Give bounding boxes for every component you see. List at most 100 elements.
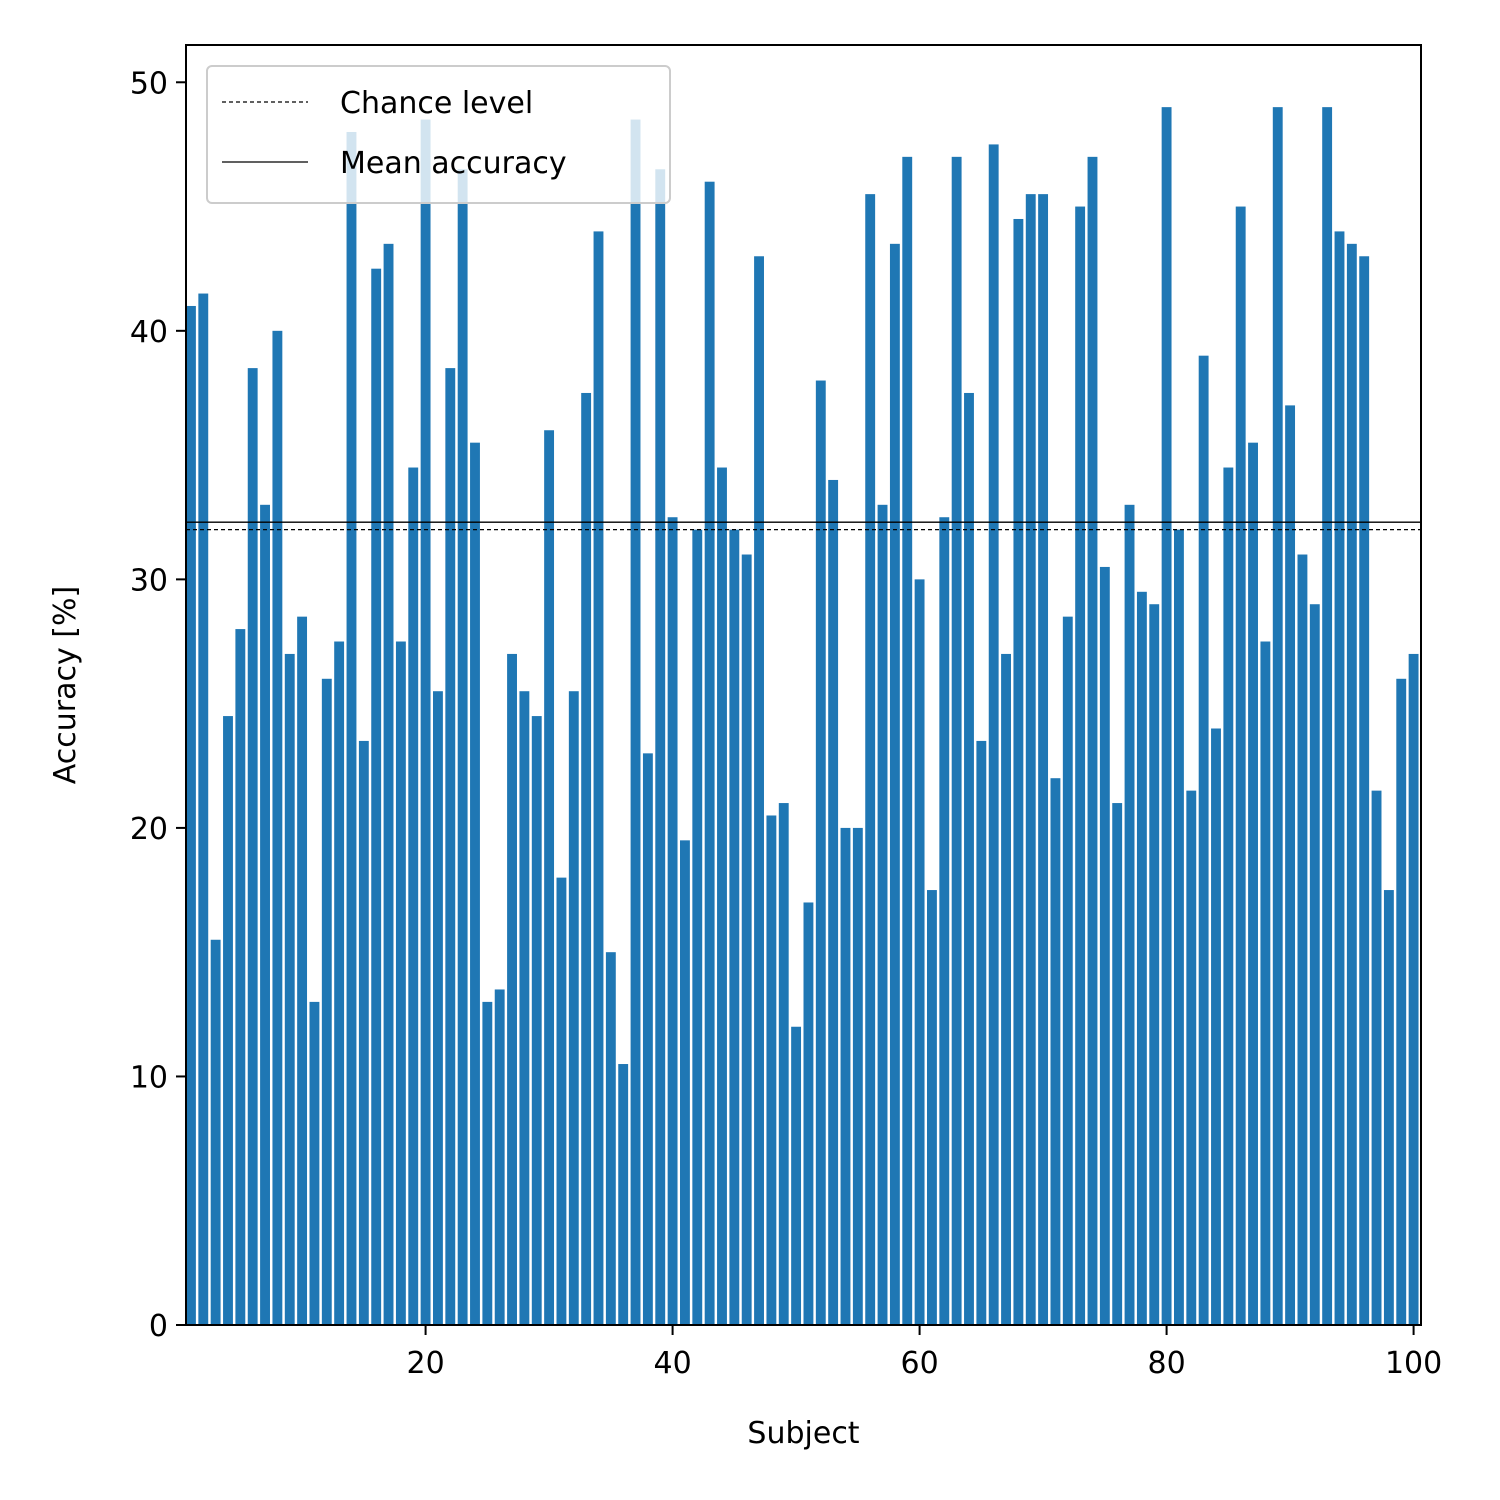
bar-subject-59 [902,156,913,1325]
bar-subject-33 [581,392,592,1325]
bar-subject-23 [457,169,468,1325]
bar-subject-76 [1112,803,1123,1325]
bar-subject-10 [297,616,308,1325]
bar-subject-7 [260,504,270,1326]
bar-subject-29 [531,716,542,1325]
bar-subject-1 [186,305,196,1325]
bar-subject-88 [1260,641,1271,1325]
bars-group [186,107,1419,1326]
bar-subject-89 [1272,107,1283,1325]
legend-label-mean-accuracy: Mean accuracy [340,146,567,181]
bar-subject-78 [1136,591,1147,1325]
bar-subject-52 [815,380,826,1326]
bar-subject-69 [1025,194,1036,1325]
bar-subject-21 [433,691,443,1325]
bar-subject-94 [1334,231,1345,1326]
bar-subject-6 [247,368,258,1325]
x-tick-label: 80 [1147,1346,1185,1381]
y-tick-label: 0 [149,1309,168,1344]
bar-subject-65 [976,740,987,1325]
bar-subject-82 [1186,790,1197,1325]
bar-subject-11 [309,1001,320,1325]
bar-subject-8 [272,330,283,1325]
bar-subject-34 [593,231,604,1326]
bar-subject-4 [223,716,233,1325]
bar-subject-15 [358,740,369,1325]
bar-subject-47 [754,256,764,1325]
bar-subject-16 [371,268,382,1325]
bar-subject-18 [395,641,406,1325]
bar-subject-99 [1396,678,1407,1325]
bar-subject-96 [1359,256,1370,1325]
y-tick-label: 20 [130,812,168,847]
bar-subject-55 [852,827,863,1325]
bar-subject-5 [235,629,246,1325]
y-tick-label: 50 [130,66,168,101]
bar-subject-26 [494,989,505,1325]
bar-subject-41 [680,840,690,1325]
bar-subject-84 [1211,728,1221,1325]
bar-subject-40 [667,517,678,1325]
axes-frame [185,44,1422,1326]
y-tick-label: 40 [130,315,168,350]
bar-subject-51 [803,902,814,1325]
bar-subject-42 [692,529,703,1325]
bar-subject-14 [346,131,357,1326]
bar-subject-86 [1235,206,1246,1326]
y-tick-label: 30 [130,563,168,598]
bar-subject-58 [889,243,900,1325]
y-axis-label: Accuracy [%] [48,586,83,784]
legend-box [206,65,671,204]
bar-subject-39 [655,169,666,1325]
bar-subject-13 [334,641,345,1325]
bar-subject-73 [1075,206,1086,1326]
bar-subject-91 [1297,554,1308,1325]
bar-subject-2 [198,293,209,1325]
bar-subject-90 [1285,405,1296,1326]
bar-subject-48 [766,815,777,1325]
bar-subject-66 [988,144,999,1325]
bar-subject-45 [729,529,740,1325]
bar-subject-43 [704,181,715,1326]
bar-subject-64 [964,392,974,1325]
bar-subject-95 [1346,243,1357,1325]
x-tick-label: 60 [900,1346,938,1381]
bar-subject-37 [630,119,641,1325]
bar-subject-67 [1001,653,1011,1325]
x-ticks-group: 20 40 60 80 100 [406,1325,1442,1381]
y-ticks-group: 0 10 20 30 40 50 [130,66,186,1344]
bar-subject-63 [951,156,962,1325]
bar-subject-74 [1087,156,1098,1325]
bar-subject-100 [1408,653,1419,1325]
bar-subject-30 [544,430,555,1326]
bar-subject-20 [420,119,431,1325]
legend-label-chance-level: Chance level [340,86,533,121]
bar-subject-19 [408,467,419,1325]
bar-subject-57 [877,504,888,1326]
reference-lines-group [186,521,1421,531]
bar-subject-36 [618,1064,629,1325]
bar-subject-85 [1223,467,1234,1325]
bar-subject-92 [1309,604,1320,1325]
legend: Chance level Mean accuracy [206,65,671,204]
bar-subject-44 [717,467,727,1325]
bar-subject-81 [1174,529,1184,1325]
bar-subject-28 [519,691,530,1325]
bar-subject-54 [840,827,851,1325]
bar-subject-53 [828,479,839,1326]
bar-subject-79 [1149,604,1160,1325]
bar-subject-93 [1322,107,1333,1325]
bar-subject-98 [1383,890,1394,1325]
x-tick-label: 20 [406,1346,444,1381]
bar-subject-25 [482,1001,493,1325]
bar-subject-3 [210,939,221,1325]
bar-subject-12 [321,678,332,1325]
bar-subject-97 [1371,790,1382,1325]
bar-subject-38 [642,753,653,1325]
bar-subject-50 [791,1026,802,1325]
bar-subject-31 [556,877,567,1325]
bar-subject-75 [1099,566,1110,1325]
bar-subject-24 [470,442,480,1325]
bar-subject-61 [927,890,937,1325]
bar-subject-35 [605,952,616,1325]
